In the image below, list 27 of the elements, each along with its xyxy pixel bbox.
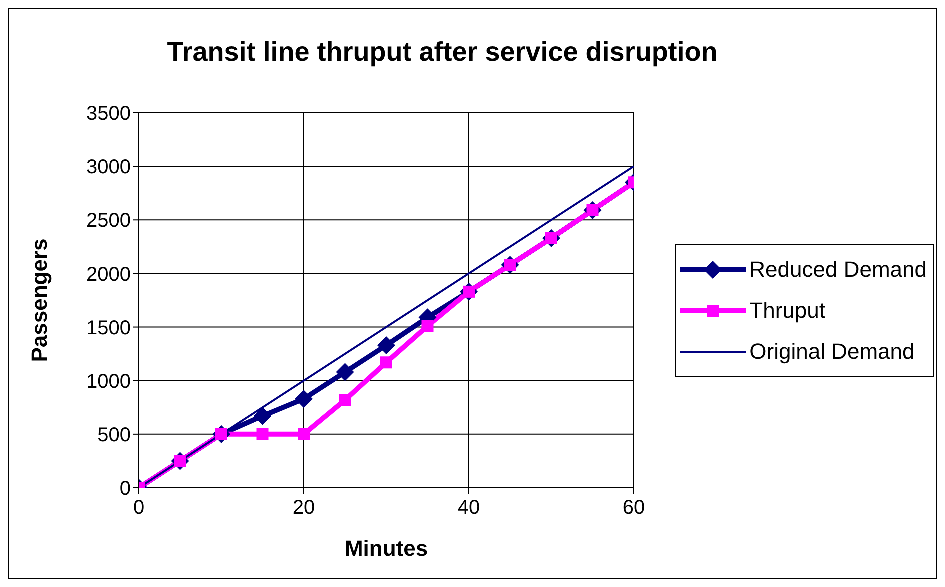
y-tick-label: 2500 <box>86 210 131 232</box>
point <box>298 428 310 440</box>
legend-label: Original Demand <box>750 338 915 364</box>
point <box>336 363 354 382</box>
point <box>422 320 434 332</box>
point <box>256 428 269 440</box>
y-tick-label: 1000 <box>86 370 131 393</box>
point <box>295 390 313 408</box>
point <box>339 394 352 406</box>
x-tick-label: 40 <box>458 497 480 520</box>
x-tick-label: 0 <box>133 497 145 520</box>
legend-label: Reduced Demand <box>750 256 927 282</box>
point <box>380 356 392 369</box>
y-axis-title: Passengers <box>26 238 52 362</box>
y-tick-label: 3500 <box>86 103 131 126</box>
y-tick-label: 1500 <box>86 317 131 340</box>
y-tick-label: 3000 <box>86 156 131 179</box>
x-tick-label: 60 <box>622 497 646 520</box>
y-tick-label: 0 <box>120 478 131 500</box>
legend-label: Thruput <box>750 298 826 324</box>
y-tick-label: 2000 <box>86 264 131 286</box>
x-tick-label: 20 <box>292 497 316 520</box>
x-axis-title: Minutes <box>344 536 428 561</box>
y-tick-label: 500 <box>98 424 131 447</box>
point <box>254 407 272 426</box>
point <box>378 336 396 354</box>
chart-title: Transit line thruput after service disruption <box>166 37 719 68</box>
